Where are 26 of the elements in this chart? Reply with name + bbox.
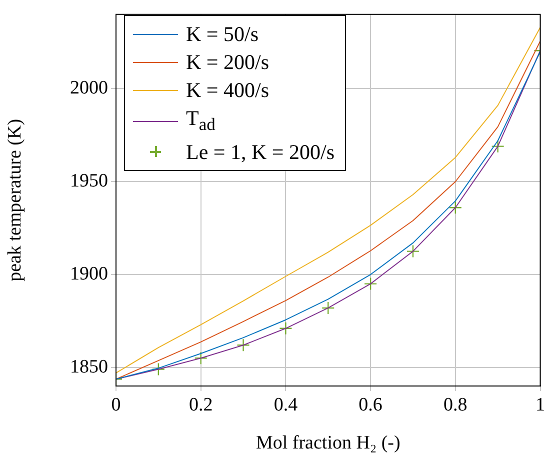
- point: [194, 352, 208, 365]
- y-tick-label: 2000: [70, 78, 108, 99]
- point: [491, 140, 504, 153]
- x-tick-label: 0.4: [274, 394, 298, 416]
- point: [279, 322, 292, 335]
- x-tick-label: 1: [536, 394, 545, 416]
- y-tick-label: 1900: [70, 264, 108, 285]
- point: [322, 301, 335, 315]
- x-tick-label: 0: [111, 394, 121, 416]
- legend-label: K = 50/s: [186, 21, 259, 48]
- y-axis-title: peak temperature (K): [4, 118, 26, 282]
- point: [364, 277, 378, 290]
- point: [406, 244, 420, 258]
- x-tick-label: 0.8: [444, 394, 468, 416]
- x-tick-label: 0.2: [188, 394, 213, 416]
- point: [236, 338, 250, 352]
- legend-label: K = 200/s: [186, 49, 270, 76]
- legend-label: K = 400/s: [186, 77, 270, 104]
- legend-label: Le = 1, K = 200/s: [186, 139, 335, 166]
- y-tick-label: 1850: [70, 356, 108, 378]
- legend-label: T$_{ad}$: [186, 105, 216, 136]
- point: [152, 362, 166, 376]
- x-axis-title: Mol fraction H₂ (-): [256, 432, 400, 454]
- y-tick-label: 1950: [70, 170, 108, 192]
- x-tick-label: 0.6: [358, 394, 382, 416]
- point: [448, 201, 462, 214]
